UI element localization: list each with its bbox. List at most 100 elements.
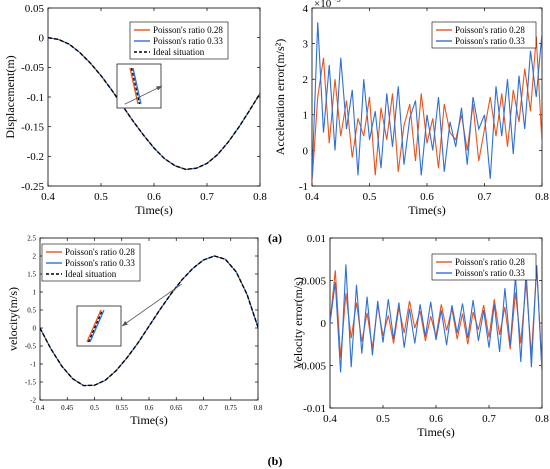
x-tick-label: 0.4 [36, 404, 45, 412]
y-tick-label: -0.15 [21, 122, 44, 134]
zoom-inset [116, 63, 163, 109]
exponent-power: -5 [334, 0, 341, 4]
x-tick-label: 0.8 [535, 413, 549, 425]
y-tick-label: 0.01 [307, 233, 326, 245]
x-tick-label: 0.6 [147, 191, 161, 203]
y-tick-label: 1 [33, 288, 37, 296]
x-axis-label: Time(s) [417, 425, 455, 439]
legend-label: Poisson's ratio 0.28 [65, 247, 135, 257]
inset-line [132, 67, 142, 105]
y-tick-label: 0.5 [27, 306, 36, 314]
legend-box [431, 253, 537, 281]
inset-line [87, 309, 104, 343]
legend-label: Poisson's ratio 0.33 [65, 258, 135, 268]
legend-label: Poisson's ratio 0.33 [153, 36, 223, 46]
y-tick-label: 0 [303, 145, 309, 157]
chart-a2: 0.4 0.5 0.6 0.7 0.8 -1 0 1 2 3 4 Time(s) Acceleratio… [273, 0, 549, 217]
x-tick-label: 0.8 [535, 191, 549, 203]
legend-box [431, 21, 537, 49]
y-axis-label: Velocity error(m/s) [291, 277, 305, 369]
y-tick-label: -1.5 [25, 378, 37, 386]
x-tick-label: 0.75 [225, 404, 238, 412]
y-tick-label: 2 [33, 252, 37, 260]
x-tick-label: 0.6 [145, 404, 154, 412]
x-tick-label: 0.7 [199, 404, 208, 412]
y-tick-label: 1 [303, 110, 309, 122]
x-tick-label: 0.8 [253, 191, 267, 203]
y-tick-label: 0 [321, 318, 327, 330]
exponent-label: ×10 [314, 0, 332, 10]
y-axis-label: Displacement(m) [3, 55, 17, 138]
y-tick-label: -0.01 [303, 403, 326, 415]
inset-arrowhead [122, 320, 128, 326]
x-tick-label: 0.5 [94, 191, 108, 203]
y-axis-label: Acceleration error(m/s²) [273, 39, 287, 156]
series-line [40, 255, 258, 387]
inset-frame [116, 63, 162, 109]
zoom-inset [76, 283, 182, 347]
series-line [312, 22, 542, 179]
inset-arrow [121, 283, 182, 327]
y-tick-label: 2.5 [27, 234, 36, 242]
y-tick-label: -0.5 [25, 342, 37, 350]
y-tick-label: -0.1 [27, 92, 44, 104]
inset-arrow [124, 85, 163, 105]
y-tick-label: -1 [30, 360, 36, 368]
y-tick-label: -1 [299, 181, 308, 193]
x-tick-label: 0.7 [482, 413, 496, 425]
legend-label: Poisson's ratio 0.33 [455, 268, 525, 278]
y-tick-label: 1.5 [27, 270, 36, 278]
y-tick-label: 0 [39, 33, 45, 45]
legend-box [41, 243, 141, 282]
y-tick-label: -0.05 [21, 62, 44, 74]
inset-arrowhead [156, 86, 162, 91]
y-tick-label: 0.05 [25, 3, 45, 15]
x-axis-label: Time(s) [408, 203, 446, 217]
inset-frame [76, 305, 122, 347]
legend-label: Ideal situation [65, 269, 117, 279]
x-tick-label: 0.8 [254, 404, 263, 412]
x-tick-label: 0.45 [61, 404, 74, 412]
x-tick-label: 0.5 [376, 413, 390, 425]
y-tick-label: 0 [33, 324, 37, 332]
x-tick-label: 0.7 [200, 191, 214, 203]
x-tick-label: 0.7 [478, 191, 492, 203]
x-tick-label: 0.55 [116, 404, 129, 412]
legend-label: Poisson's ratio 0.28 [455, 257, 525, 267]
legend-label: Poisson's ratio 0.28 [153, 25, 223, 35]
inset-line [86, 309, 102, 343]
y-tick-label: -0.2 [27, 151, 44, 163]
x-tick-label: 0.4 [305, 191, 319, 203]
panel-label-b: (b) [268, 454, 283, 468]
panel-label-a: (a) [268, 231, 282, 245]
y-axis-label: velocity(m/s) [6, 287, 20, 351]
x-tick-label: 0.65 [170, 404, 183, 412]
series-line [330, 264, 542, 374]
legend-label: Ideal situation [153, 47, 205, 57]
x-axis-label: Time(s) [130, 413, 168, 427]
x-tick-label: 0.4 [323, 413, 337, 425]
y-tick-label: 0.005 [301, 275, 326, 287]
inset-line [89, 309, 105, 343]
chart-b1: 0.4 0.45 0.5 0.55 0.6 0.65 0.7 0.75 0.8 -2 -1.5 -1 -… [6, 234, 263, 427]
y-tick-label: -0.25 [21, 181, 44, 193]
series-line [48, 36, 260, 171]
chart-b2: 0.4 0.5 0.6 0.7 0.8 -0.01 -0.005 0 0.005 0.01 Time… [291, 233, 549, 439]
x-tick-label: 0.6 [420, 191, 434, 203]
x-tick-label: 0.4 [41, 191, 55, 203]
x-tick-label: 0.5 [90, 404, 99, 412]
series-line [312, 36, 542, 183]
y-tick-label: 2 [303, 74, 309, 86]
chart-a1: 0.4 0.5 0.6 0.7 0.8 -0.25 -0.2 -0.15 -0.1 -0.05 0 0… [3, 3, 267, 217]
y-tick-label: -0.005 [298, 360, 327, 372]
y-tick-label: 3 [303, 38, 309, 50]
x-tick-label: 0.5 [363, 191, 377, 203]
x-axis-label: Time(s) [135, 203, 173, 217]
x-tick-label: 0.6 [429, 413, 443, 425]
legend-label: Poisson's ratio 0.33 [455, 36, 525, 46]
